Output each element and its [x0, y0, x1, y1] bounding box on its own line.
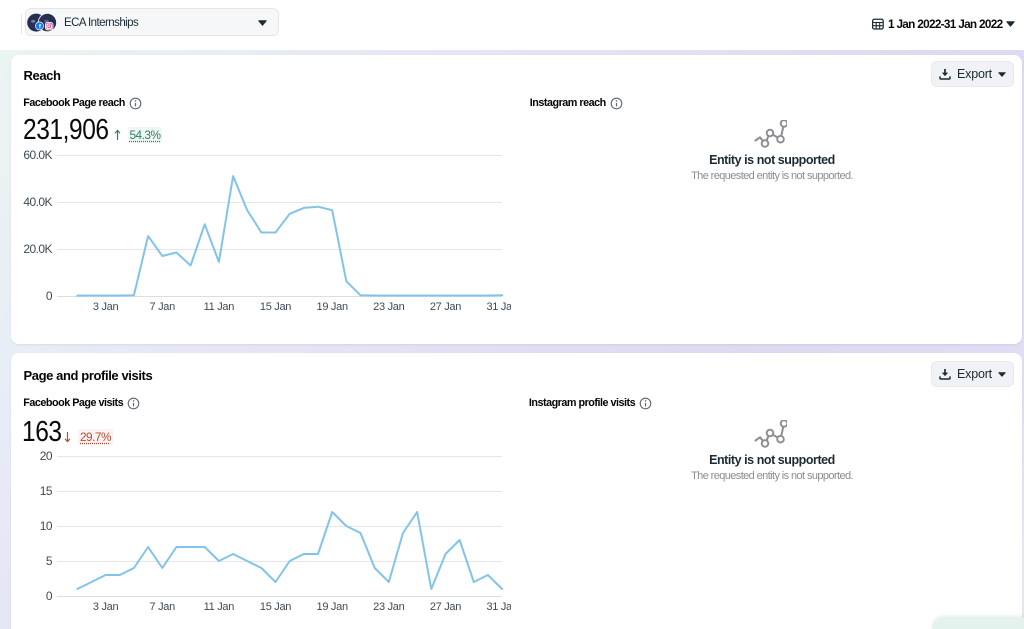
svg-text:5: 5	[46, 554, 53, 568]
svg-text:31 Jan: 31 Jan	[486, 301, 511, 313]
svg-text:15 Jan: 15 Jan	[260, 301, 291, 313]
svg-text:7 Jan: 7 Jan	[150, 301, 176, 313]
svg-text:0: 0	[46, 289, 53, 303]
svg-text:3 Jan: 3 Jan	[93, 601, 119, 613]
svg-text:11 Jan: 11 Jan	[204, 601, 235, 613]
svg-text:20: 20	[40, 449, 53, 463]
svg-text:3 Jan: 3 Jan	[93, 301, 119, 313]
svg-text:31 Jan: 31 Jan	[486, 601, 511, 613]
svg-text:f: f	[39, 23, 42, 30]
svg-text:20.0K: 20.0K	[23, 242, 52, 256]
svg-text:15: 15	[40, 484, 53, 498]
svg-text:23 Jan: 23 Jan	[373, 601, 404, 613]
svg-text:19 Jan: 19 Jan	[317, 301, 348, 313]
svg-text:10: 10	[40, 519, 53, 533]
svg-text:40.0K: 40.0K	[23, 195, 52, 209]
svg-text:7 Jan: 7 Jan	[150, 601, 176, 613]
svg-text:27 Jan: 27 Jan	[430, 301, 461, 313]
svg-text:19 Jan: 19 Jan	[317, 601, 348, 613]
svg-text:11 Jan: 11 Jan	[204, 301, 235, 313]
svg-text:15 Jan: 15 Jan	[260, 601, 291, 613]
svg-text:27 Jan: 27 Jan	[430, 601, 461, 613]
svg-text:0: 0	[46, 589, 53, 603]
svg-text:60.0K: 60.0K	[23, 148, 52, 162]
svg-text:23 Jan: 23 Jan	[373, 301, 404, 313]
